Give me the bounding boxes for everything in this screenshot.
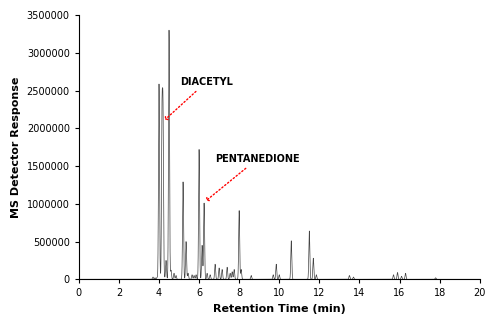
X-axis label: Retention Time (min): Retention Time (min) <box>213 304 345 314</box>
Text: PENTANEDIONE: PENTANEDIONE <box>207 154 300 201</box>
Text: DIACETYL: DIACETYL <box>166 77 233 120</box>
Y-axis label: MS Detector Response: MS Detector Response <box>11 76 21 218</box>
